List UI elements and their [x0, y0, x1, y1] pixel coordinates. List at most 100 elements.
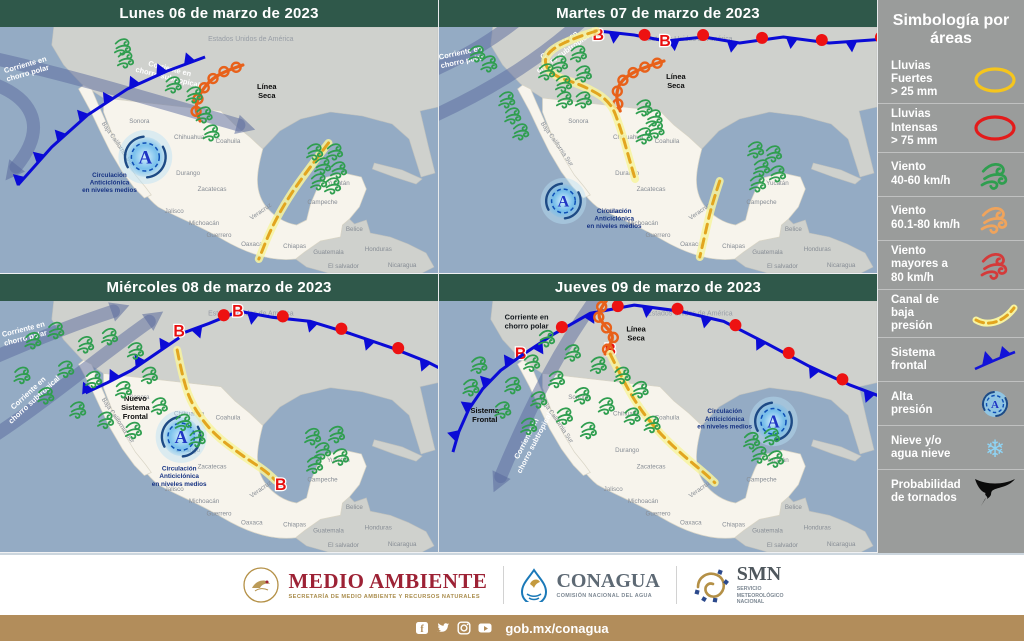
conagua-title: CONAGUA [556, 570, 660, 592]
cold-front [82, 336, 181, 395]
map-place-label: Campeche [307, 199, 338, 206]
svg-text:A: A [175, 427, 188, 447]
map-place-label: Yucatán [766, 457, 789, 464]
legend-item-label: Viento mayores a 80 km/h [891, 245, 948, 284]
panel-title-wednesday: Miércoles 08 de marzo de 2023 [0, 274, 438, 301]
map-place-label: Zacatecas [198, 463, 227, 470]
map-place-label: Honduras [365, 246, 392, 253]
svg-text:❄: ❄ [985, 436, 1005, 463]
map-place-label: Guatemala [752, 528, 783, 535]
map-place-label: Guatemala [313, 249, 344, 256]
map-place-label: Nicaragua [827, 262, 856, 269]
gobmx-conagua-link[interactable]: gob.mx/conagua [505, 620, 609, 636]
anticyclone-label: Circulación Anticiclónica en niveles medio… [587, 208, 642, 230]
cold-front [12, 52, 206, 187]
front-icon [974, 345, 1016, 371]
smn-subtitle: SERVICIO METEOROLÓGICO NACIONAL [736, 585, 784, 606]
forecast-panel-monday: Lunes 06 de marzo de 2023 Estados Unidos… [0, 0, 439, 274]
map-place-label: Zacatecas [637, 186, 666, 193]
maps-grid: Lunes 06 de marzo de 2023 Estados Unidos… [0, 0, 878, 553]
low-pressure-b-marker: B [232, 302, 243, 320]
map-place-label: Campeche [746, 477, 777, 484]
map-place-label: Chihuahua [613, 134, 644, 141]
anticyclone-label: Circulación Anticiclónica en niveles medio… [152, 465, 207, 487]
dry-line [190, 61, 245, 123]
legend-item-ellipse-outline: Lluvias Intensas > 75 mm [878, 103, 1024, 152]
conagua-brand: CONAGUA COMISIÓN NACIONAL DEL AGUA [520, 568, 660, 602]
panel-title-tuesday: Martes 07 de marzo de 2023 [439, 0, 877, 27]
svg-text:A: A [991, 399, 999, 411]
map-place-label: Honduras [365, 524, 392, 531]
map-place-label: Oaxaca [680, 519, 702, 526]
snow-icon: ❄ [985, 436, 1005, 463]
facebook-icon[interactable]: f [415, 621, 429, 635]
legend-item-label: Viento 60.1-80 km/h [891, 205, 961, 231]
medio-ambiente-brand: MEDIO AMBIENTE SECRETARÍA DE MEDIO AMBIE… [241, 565, 488, 605]
map-place-label: Chiapas [722, 521, 745, 528]
map-place-label: Chiapas [283, 243, 306, 250]
forecast-panel-tuesday: Martes 07 de marzo de 2023 Estados Unido… [439, 0, 878, 274]
low-pressure-channel [173, 345, 280, 485]
map-place-label: Guatemala [313, 528, 344, 535]
svg-text:A: A [558, 193, 570, 210]
panel-title-text: Lunes 06 de marzo de 2023 [119, 5, 319, 22]
smn-brand: SMN SERVICIO METEOROLÓGICO NACIONAL [693, 564, 784, 606]
jet-stream-band [0, 53, 256, 135]
legend-item-low-channel: Canal de baja presión [878, 288, 1024, 338]
smn-spiral-icon [694, 569, 729, 603]
map-place-label: Yucatán [766, 180, 789, 187]
map-place-label: El salvador [328, 263, 359, 270]
stationary-front [598, 28, 877, 53]
stationary-front [180, 309, 438, 372]
map-place-label: Durango [615, 170, 639, 177]
map-place-label: Chihuahua [174, 134, 205, 141]
map-place-label: Michoacán [189, 498, 220, 505]
map-feature-label: Sistema Frontal [470, 406, 499, 424]
legend-item-ellipse-outline: Lluvias Fuertes > 25 mm [878, 56, 1024, 104]
map-feature-label: Línea Seca [257, 82, 277, 100]
legend-item-wind: Viento mayores a 80 km/h [878, 240, 1024, 289]
legend-item-tornado: Probabilidad de tornados [878, 469, 1024, 513]
legend-item-snow: Nieve y/o agua nieve ❄ [878, 425, 1024, 469]
map-place-label: Jalisco [165, 486, 185, 493]
map-place-label: Campeche [746, 199, 777, 206]
low-pressure-channel [254, 139, 333, 263]
map-place-label: Chihuahua [613, 410, 644, 417]
legend-item-label: Nieve y/o agua nieve [891, 434, 951, 460]
legend-item-label: Viento 40-60 km/h [891, 161, 951, 187]
map-place-label: Coahuila [216, 138, 241, 145]
map-place-label: Chiapas [722, 243, 745, 250]
map-place-label: Jalisco [165, 208, 185, 215]
panel-title-text: Martes 07 de marzo de 2023 [556, 5, 760, 22]
map-place-label: Honduras [804, 524, 831, 531]
map-place-label: Sonora [568, 118, 589, 125]
map-place-label: Chihuahua [174, 410, 205, 417]
map-place-label: El salvador [767, 542, 798, 549]
weather-map-monday: Estados Unidos de América Sonora Chihuahua… [0, 27, 438, 273]
jet-stream-band [439, 27, 585, 121]
high-pressure-symbol: A [749, 396, 798, 447]
panel-title-thursday: Jueves 09 de marzo de 2023 [439, 274, 877, 301]
legend-item-wind: Viento 40-60 km/h [878, 152, 1024, 196]
map-place-label: Guerrero [645, 232, 671, 239]
instagram-icon[interactable] [457, 621, 471, 635]
map-place-label: Jalisco [604, 208, 624, 215]
map-place-label: Sonora [129, 394, 150, 401]
high-pressure-symbol: A [540, 178, 587, 224]
twitter-icon[interactable] [436, 621, 450, 635]
low-pressure-b-marker: B [659, 33, 671, 50]
weather-map-thursday: Estados Unidos de AméricaSonoraChihuahua… [439, 301, 877, 552]
youtube-icon[interactable] [478, 621, 492, 635]
ellipse-outline-icon [974, 67, 1016, 93]
map-place-label: Sonora [568, 394, 589, 401]
map-feature-label: Línea Seca [666, 72, 686, 90]
map-place-label: Honduras [804, 246, 831, 253]
svg-text:A: A [767, 412, 780, 431]
forecast-panel-wednesday: Miércoles 08 de marzo de 2023 Estados Un… [0, 274, 439, 553]
map-place-label: Sonora [129, 118, 150, 125]
conagua-subtitle: COMISIÓN NACIONAL DEL AGUA [556, 593, 653, 599]
jet-stream-band [0, 79, 40, 181]
map-place-label: Nicaragua [388, 262, 417, 269]
low-pressure-b-marker: B [173, 323, 184, 341]
